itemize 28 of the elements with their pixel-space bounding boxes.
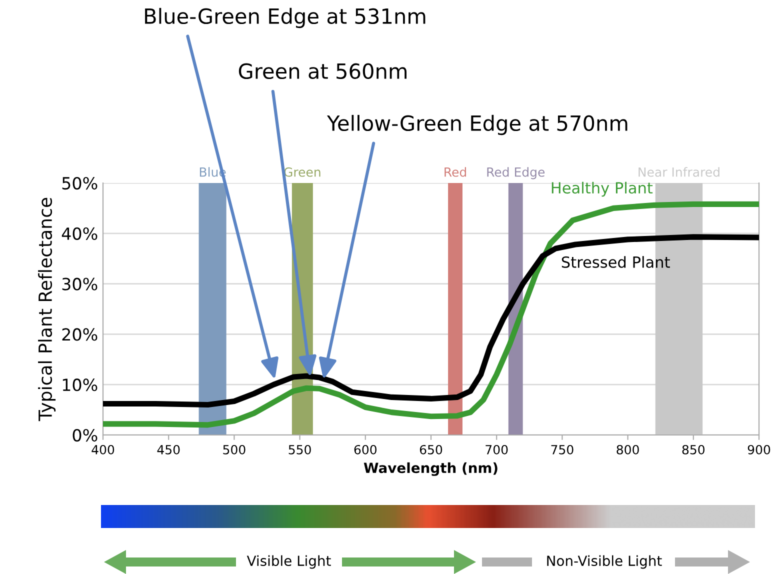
annotation: Blue-Green Edge at 531nm bbox=[145, 8, 426, 28]
y-tick-label: 40% bbox=[62, 227, 98, 240]
band-label: Red Edge bbox=[487, 167, 545, 180]
x-tick-label: 850 bbox=[682, 444, 704, 454]
text: Non-Visible Light bbox=[547, 555, 662, 569]
y-tick-label: 10% bbox=[62, 378, 98, 392]
band-label: Red bbox=[444, 167, 466, 177]
x-tick-label: 800 bbox=[616, 444, 639, 454]
y-tick-label: 50% bbox=[62, 176, 98, 190]
annotation: Yellow-Green Edge at 570nm bbox=[326, 114, 628, 136]
y-axis-title: Typical Plant Reflectance bbox=[38, 198, 56, 422]
series-label: Healthy Plant bbox=[552, 182, 653, 197]
x-tick-label: 650 bbox=[420, 444, 442, 454]
x-tick-label: 900 bbox=[748, 444, 770, 454]
text: Visible Light bbox=[246, 555, 331, 569]
y-tick-label: 20% bbox=[62, 328, 98, 341]
x-tick-label: 600 bbox=[354, 444, 376, 454]
x-tick-label: 700 bbox=[486, 444, 508, 454]
y-tick-label: 0% bbox=[72, 428, 98, 442]
x-axis-title: Wavelength (nm) bbox=[364, 462, 498, 476]
x-tick-label: 400 bbox=[92, 444, 114, 454]
y-tick-label: 30% bbox=[62, 278, 98, 290]
x-tick-label: 450 bbox=[157, 444, 180, 454]
x-tick-label: 550 bbox=[288, 444, 311, 454]
x-tick-label: 750 bbox=[551, 444, 574, 454]
series-label: Stressed Plant bbox=[562, 256, 670, 268]
annotation: Green at 560nm bbox=[238, 63, 406, 80]
x-tick-label: 500 bbox=[223, 444, 246, 454]
